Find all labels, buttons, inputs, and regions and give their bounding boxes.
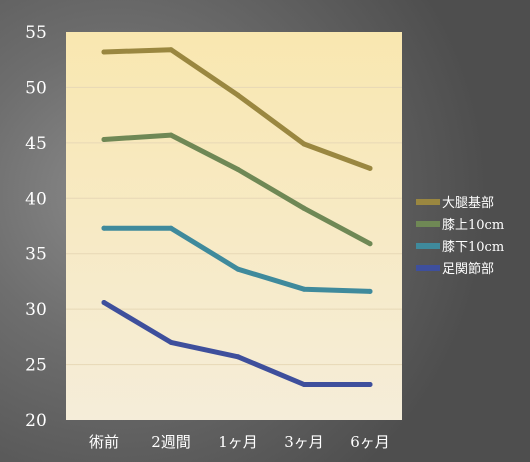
- y-tick-label: 55: [25, 23, 47, 43]
- data-point: [235, 354, 241, 360]
- legend-label: 膝下10cm: [442, 240, 504, 255]
- legend-item: 膝下10cm: [416, 240, 504, 255]
- legend-swatch: [416, 221, 440, 227]
- legend-item: 大腿基部: [416, 196, 494, 211]
- data-point: [301, 286, 307, 292]
- y-tick-label: 45: [25, 134, 47, 154]
- data-point: [101, 225, 107, 231]
- grid: [66, 86, 402, 366]
- data-point: [168, 225, 174, 231]
- data-point: [301, 205, 307, 211]
- legend-swatch: [416, 199, 440, 205]
- data-point: [168, 339, 174, 345]
- data-point: [367, 288, 373, 294]
- y-axis-ticks: 20 25 30 35 40 45 50 55: [25, 23, 47, 431]
- data-point: [367, 165, 373, 171]
- y-tick-label: 50: [25, 78, 47, 98]
- data-point: [235, 266, 241, 272]
- legend-item: 足関節部: [416, 262, 494, 277]
- x-tick-label: 1ヶ月: [218, 433, 258, 451]
- x-tick-label: 2週間: [151, 433, 191, 451]
- data-point: [301, 382, 307, 387]
- y-tick-label: 30: [25, 300, 47, 320]
- legend-label: 足関節部: [442, 262, 494, 277]
- data-point: [367, 241, 373, 247]
- data-point: [101, 49, 107, 55]
- x-tick-label: 術前: [89, 433, 119, 451]
- x-tick-label: 6ヶ月: [350, 433, 390, 451]
- y-tick-label: 40: [25, 189, 47, 209]
- data-point: [168, 132, 174, 138]
- data-point: [101, 300, 107, 305]
- x-tick-label: 3ヶ月: [284, 433, 324, 451]
- legend-swatch: [416, 265, 440, 271]
- y-tick-label: 20: [25, 411, 47, 431]
- data-point: [168, 47, 174, 53]
- data-point: [235, 167, 241, 172]
- legend-label: 膝上10cm: [442, 218, 504, 233]
- y-tick-label: 25: [25, 356, 47, 376]
- data-point: [301, 141, 307, 147]
- legend-item: 膝上10cm: [416, 218, 504, 233]
- data-point: [101, 137, 107, 142]
- series-lines: [101, 47, 373, 387]
- legend-label: 大腿基部: [442, 196, 494, 211]
- y-tick-label: 35: [25, 245, 47, 265]
- data-point: [235, 92, 241, 98]
- data-point: [367, 382, 373, 387]
- legend-swatch: [416, 243, 440, 249]
- x-axis-ticks: 術前 2週間 1ヶ月 3ヶ月 6ヶ月: [89, 433, 390, 451]
